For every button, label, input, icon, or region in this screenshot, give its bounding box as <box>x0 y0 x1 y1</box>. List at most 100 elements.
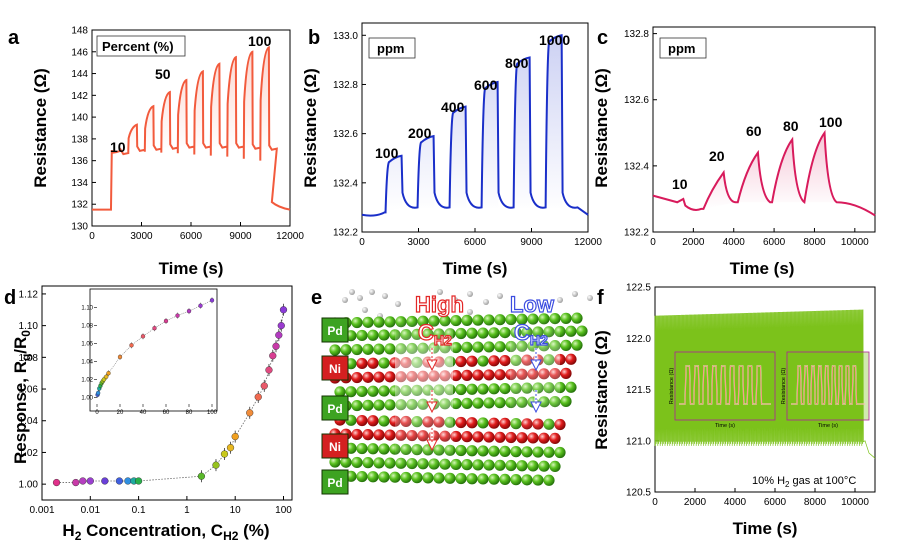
data-label-b-600: 600 <box>474 77 498 93</box>
palladium-atom <box>494 314 506 326</box>
data-point <box>269 352 277 360</box>
data-point <box>272 342 280 350</box>
diffusion-arrows <box>426 348 542 452</box>
palladium-atom <box>466 445 478 457</box>
y-tick-label: 132.2 <box>333 228 358 239</box>
data-point <box>279 306 288 314</box>
y-tick-label: 132.2 <box>624 228 649 239</box>
inset-x-tick-label: 40 <box>140 410 147 416</box>
data-label-c-80: 80 <box>783 118 799 134</box>
palladium-atom <box>477 417 489 429</box>
palladium-atom <box>367 471 379 483</box>
data-label-b-200: 200 <box>408 125 432 141</box>
data-point <box>275 331 283 339</box>
x-tick-label: 3000 <box>130 231 153 242</box>
palladium-atom <box>499 473 511 485</box>
palladium-atom <box>362 343 374 355</box>
palladium-atom <box>450 458 462 471</box>
palladium-atom <box>362 316 374 328</box>
inset-y-label: Resistance (Ω) <box>669 368 675 405</box>
panel-d: d 1.00 1.02 1.04 1.06 1.08 1.10 1.12 0.001 0.01… <box>4 285 293 543</box>
palladium-atom <box>461 397 473 409</box>
y-tick-label: 138 <box>71 134 88 145</box>
palladium-atom <box>494 341 506 353</box>
inset-trace <box>679 365 771 405</box>
inset-trace <box>791 365 865 405</box>
y-axis-title-a: Resistance (Ω) <box>31 68 50 187</box>
data-label-a-50: 50 <box>155 66 171 82</box>
inset-y-tick-label: 1.10 <box>81 306 93 312</box>
palladium-atom <box>494 459 506 471</box>
x-tick-label: 6000 <box>763 237 786 248</box>
palladium-atom <box>373 316 385 328</box>
x-tick-label: 3000 <box>407 237 430 248</box>
palladium-atom <box>538 460 550 472</box>
legend-box-c <box>659 37 707 59</box>
palladium-atom <box>483 459 495 471</box>
palladium-atom <box>455 327 467 340</box>
x-tick-label: 0.01 <box>81 505 101 516</box>
y-ticks-a: 130 132 134 136 138 140 142 144 146 148 <box>71 26 96 233</box>
nickel-atom <box>461 431 473 443</box>
palladium-atom <box>510 474 522 486</box>
panel-letter-b: b <box>308 27 320 49</box>
nickel-atom <box>450 369 462 382</box>
palladium-atom <box>521 474 533 486</box>
palladium-atom <box>571 312 583 324</box>
x-axis-title-a: Time (s) <box>159 259 224 278</box>
inset-point <box>186 308 192 314</box>
palladium-atom <box>554 446 566 459</box>
series-line-c <box>652 129 876 217</box>
nickel-atom <box>472 431 484 443</box>
low-label: Low <box>510 292 555 317</box>
nickel-atom <box>367 357 379 369</box>
y-tick-label: 132.6 <box>333 129 358 140</box>
x-tick-label: 2000 <box>684 497 707 508</box>
palladium-atom <box>571 339 583 351</box>
data-label-b-800: 800 <box>505 55 529 71</box>
x-tick-label: 0.001 <box>29 505 54 516</box>
y-tick-label: 121.5 <box>626 385 651 396</box>
palladium-atom <box>384 457 396 469</box>
nickel-atom <box>351 428 363 441</box>
nickel-atom <box>362 371 374 383</box>
x-tick-label: 8000 <box>804 497 827 508</box>
palladium-atom <box>351 316 363 329</box>
layer-label: Ni <box>329 440 341 454</box>
palladium-atom <box>461 459 473 471</box>
palladium-atom <box>472 397 484 409</box>
y-tick-label: 1.10 <box>19 321 39 332</box>
inset-frame-f <box>674 351 776 421</box>
hydrogen-atom <box>452 297 458 303</box>
y-ticks-c: 132.2 132.4 132.6 132.8 <box>624 29 657 239</box>
data-point <box>260 382 268 390</box>
inset-point <box>209 298 215 303</box>
palladium-atom <box>472 341 484 353</box>
y-tick-label: 144 <box>71 69 88 80</box>
inset-ticks-d: 0 20 40 60 80 100 1.00 1.02 1.04 1.06 1.08 1.10 <box>81 306 217 417</box>
nickel-atom <box>488 417 500 429</box>
panel-f: f 120.5 121.0 121.5 122.0 122.5 0 2000 4000 600… <box>592 283 876 538</box>
palladium-atom <box>565 381 577 393</box>
data-point <box>254 393 262 401</box>
data-label-c-20: 20 <box>709 148 725 164</box>
y-axis-title-b: Resistance (Ω) <box>301 68 320 187</box>
palladium-atom <box>483 314 495 326</box>
high-glow <box>395 320 453 470</box>
y-tick-label: 1.04 <box>19 416 39 427</box>
x-ticks-b: 0 3000 6000 9000 12000 <box>359 228 602 248</box>
layer-label: Pd <box>327 402 342 416</box>
data-point <box>86 477 94 485</box>
nickel-atom <box>384 429 396 441</box>
x-axis-title-f: Time (s) <box>733 519 798 538</box>
palladium-atom <box>362 399 374 411</box>
y-tick-label: 132.8 <box>624 29 649 40</box>
palladium-atom <box>378 415 390 427</box>
nickel-atom <box>499 417 511 429</box>
inset-point <box>117 354 123 360</box>
data-point <box>231 432 239 441</box>
data-label-c-100: 100 <box>819 114 843 130</box>
hydrogen-atom <box>395 301 401 307</box>
inset-x-tick-label: 0 <box>95 410 99 416</box>
